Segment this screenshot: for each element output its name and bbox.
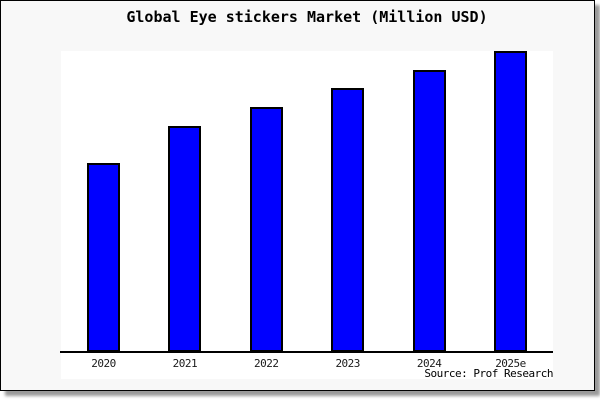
bar-2021	[168, 126, 202, 352]
x-tick-label-2022: 2022	[254, 357, 279, 370]
x-tick-label-2021: 2021	[172, 357, 198, 370]
bar-2025e	[494, 51, 527, 352]
chart-frame: Global Eye stickers Market (Million USD)…	[0, 0, 595, 391]
source-credit: Source: Prof Research	[424, 367, 553, 380]
bar-2020	[87, 163, 120, 352]
x-axis-line	[60, 351, 553, 353]
plot-area: 2020 2021 2022 2023 2024 2025e	[60, 51, 553, 379]
bar-2022	[249, 107, 283, 352]
x-tick-label-2023: 2023	[335, 357, 360, 370]
bar-2024	[412, 70, 446, 352]
chart-title: Global Eye stickers Market (Million USD)	[126, 8, 488, 26]
bar-2023	[331, 88, 365, 352]
x-tick-label-2025e: 2025e	[495, 357, 526, 370]
x-tick-label-2020: 2020	[91, 357, 116, 370]
x-tick-label-2024: 2024	[416, 357, 442, 370]
